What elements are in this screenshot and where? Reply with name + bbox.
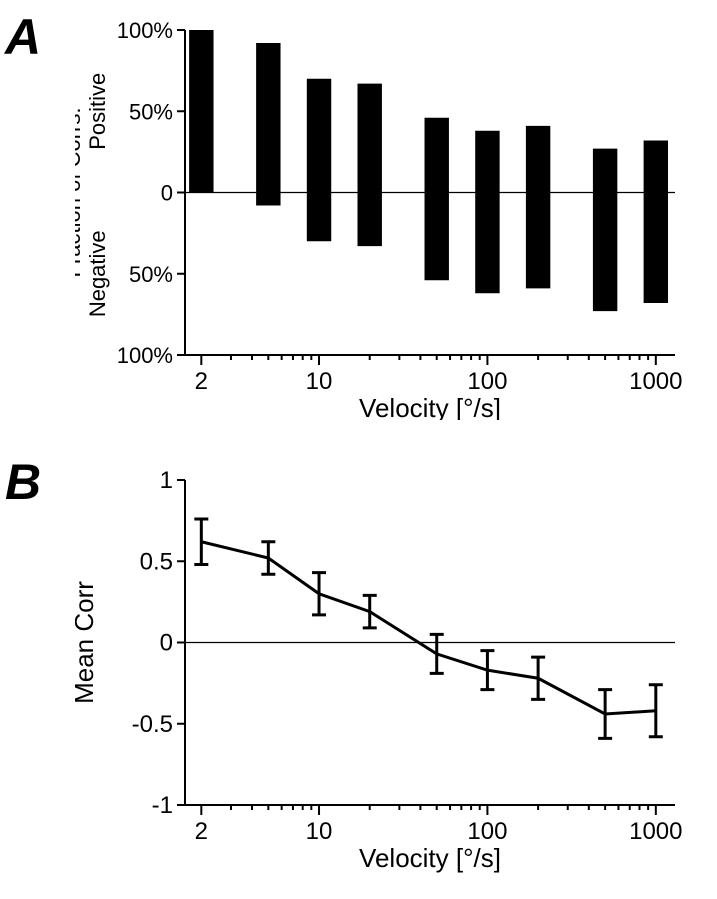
bar-negative	[307, 193, 331, 242]
panel-b-chart: -1 -0.5 0 0.5 1 2 10 100 1000 Velocity [°/s] Mean …	[75, 455, 695, 875]
y-tick-label: 1	[160, 467, 173, 494]
figure-container: A B 100%50%050%100%2101001000Velocity [°…	[0, 0, 717, 899]
y-tick-label: 100%	[117, 343, 173, 368]
x-tick-label: 1000	[629, 818, 682, 845]
bar-negative	[358, 193, 382, 247]
y-tick-label: 0	[160, 630, 173, 657]
bar-negative	[593, 193, 617, 312]
y-tick-label: 100%	[117, 18, 173, 43]
y-axis-label: Mean Corr	[75, 581, 99, 704]
x-axis-label: Velocity [°/s]	[359, 843, 501, 873]
bar-positive	[644, 141, 668, 193]
x-tick-label: 10	[306, 818, 333, 845]
y-tick-label: 50%	[129, 262, 173, 287]
bar-positive	[307, 79, 331, 193]
y-tick-label: 50%	[129, 99, 173, 124]
bar-negative	[526, 193, 550, 289]
x-tick-label: 10	[306, 368, 333, 395]
bar-negative	[644, 193, 668, 304]
bar-negative	[425, 193, 449, 281]
y-tick-label: 0	[161, 181, 173, 206]
y-tick-label: -0.5	[132, 711, 173, 738]
bar-positive	[358, 84, 382, 193]
panel-label-a: A	[5, 8, 41, 66]
y-tick-label: -1	[152, 792, 173, 819]
bar-positive	[189, 30, 213, 193]
x-tick-label: 100	[467, 368, 507, 395]
panel-a-chart: 100% 50% 0 50% 100% 2 10 100 1000 Velocity [°/s] F…	[75, 10, 695, 420]
x-tick-label: 2	[195, 368, 208, 395]
bar-positive	[425, 118, 449, 193]
y-axis-label-negative: Negative	[85, 230, 110, 317]
panel-label-b: B	[5, 453, 41, 511]
bar-positive	[475, 131, 499, 193]
y-axis-label-positive: Positive	[85, 73, 110, 150]
bar-positive	[593, 149, 617, 193]
y-tick-label: 0.5	[140, 548, 173, 575]
x-tick-label: 2	[195, 818, 208, 845]
x-axis-label: Velocity [°/s]	[359, 393, 501, 420]
y-axis-label-line1: Fraction of Corrs:	[75, 108, 85, 278]
bar-positive	[256, 43, 280, 193]
x-tick-label: 100	[467, 818, 507, 845]
bar-positive	[526, 126, 550, 193]
bar-negative	[256, 193, 280, 206]
x-tick-label: 1000	[629, 368, 682, 395]
bar-negative	[475, 193, 499, 294]
